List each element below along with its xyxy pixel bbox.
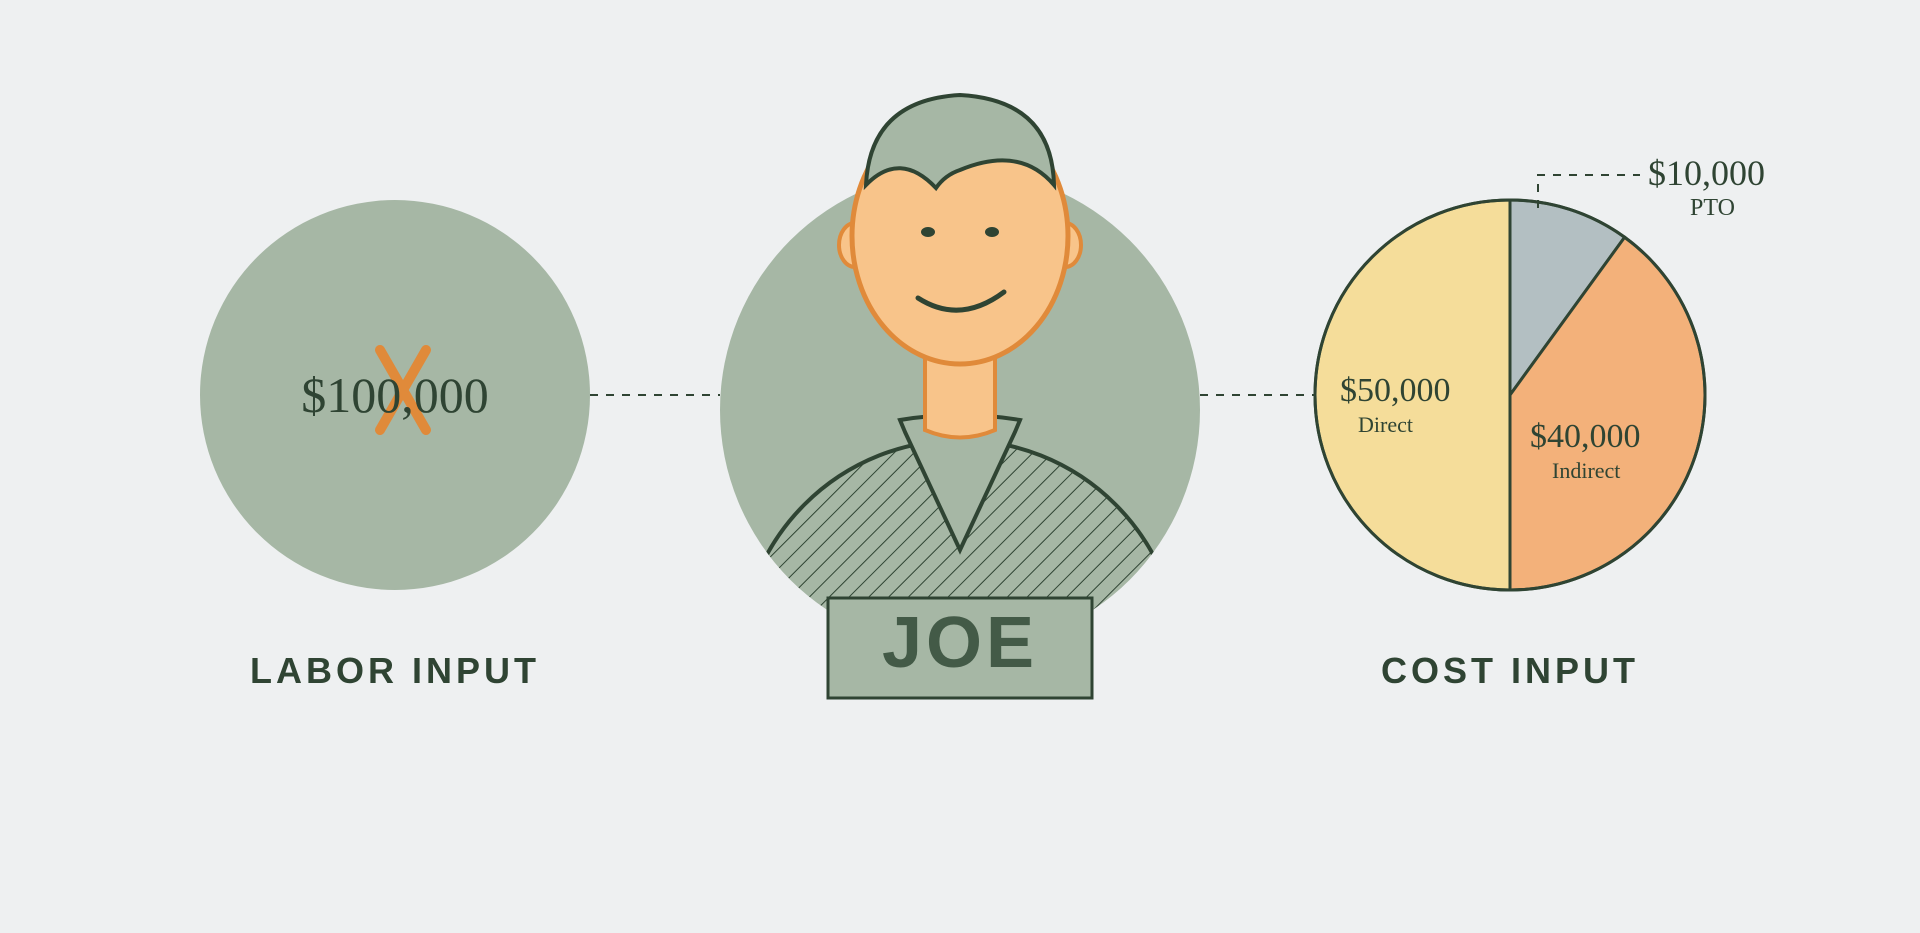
labor-input-label: LABOR INPUT <box>200 650 590 692</box>
person-name: JOE <box>828 602 1092 684</box>
labor-amount: $100,000 <box>265 366 525 424</box>
slice-indirect-label: Indirect <box>1552 458 1620 484</box>
slice-direct-label: Direct <box>1358 412 1413 438</box>
stage-svg <box>0 0 1920 933</box>
person-eye-left <box>921 227 935 237</box>
infographic-canvas: $100,000 LABOR INPUT COST INPUT JOE $50,… <box>0 0 1920 933</box>
slice-indirect-amount: $40,000 <box>1530 418 1641 456</box>
person-eye-right <box>985 227 999 237</box>
pto-callout-line <box>1538 175 1640 208</box>
cost-input-label: COST INPUT <box>1320 650 1700 692</box>
slice-direct-amount: $50,000 <box>1340 372 1451 410</box>
slice-pto-label: PTO <box>1690 195 1735 222</box>
slice-pto-amount: $10,000 <box>1648 152 1765 194</box>
